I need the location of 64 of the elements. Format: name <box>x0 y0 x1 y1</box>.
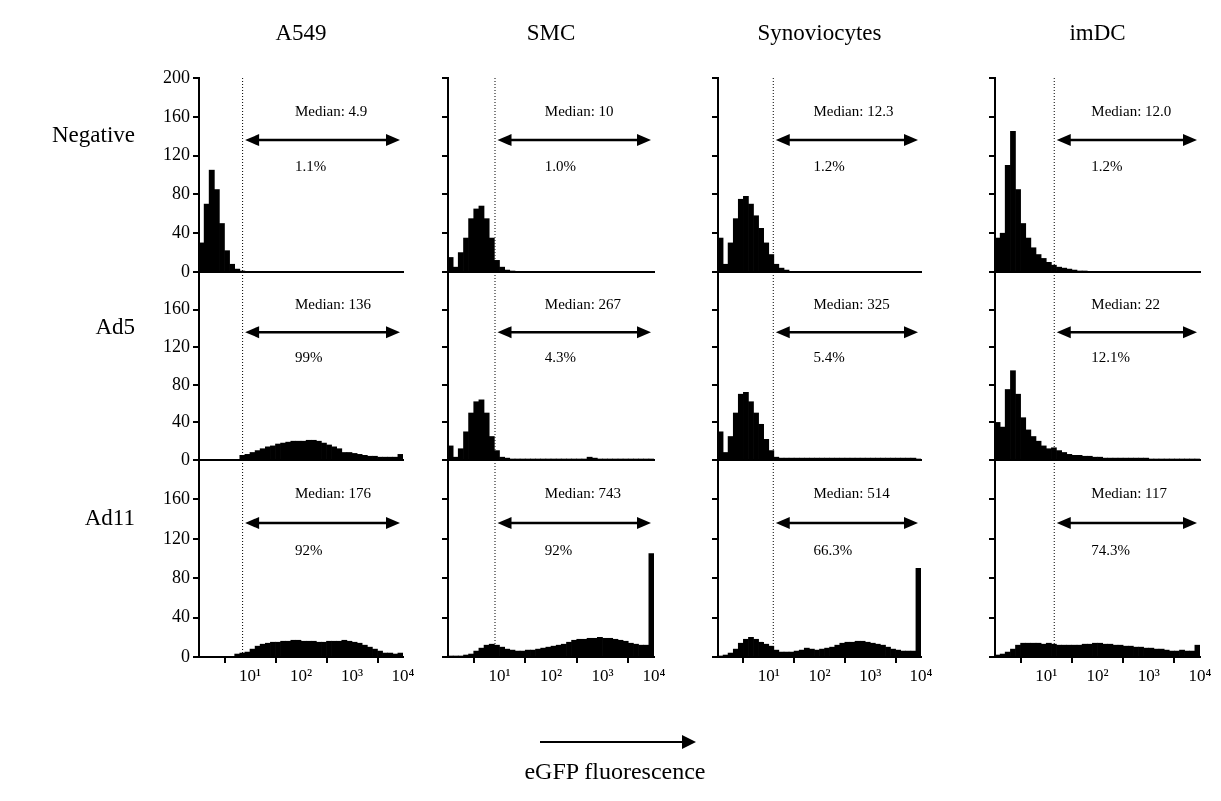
x-tick-label: 10² <box>539 665 563 685</box>
y-tick-label: 120 <box>163 335 190 356</box>
annotation: Median: 267 <box>544 295 622 312</box>
y-tick-label: 120 <box>163 144 190 165</box>
chart-title: A549 <box>275 20 327 46</box>
annotation: Median: 4.9 <box>294 102 368 119</box>
y-axis-title: Ad5 <box>95 314 135 340</box>
y-tick-label: 120 <box>163 527 190 548</box>
x-tick-label: 10² <box>1086 665 1109 685</box>
x-tick-label: 10⁴ <box>1188 665 1212 685</box>
annotation: 66.3% <box>813 541 853 558</box>
annotation: 1.2% <box>813 158 845 175</box>
chart-title: imDC <box>1069 20 1126 46</box>
x-tick-label: 10¹ <box>488 665 511 685</box>
x-tick-label: 10¹ <box>757 665 780 685</box>
annotation: Median: 10 <box>544 102 614 119</box>
y-tick-label: 40 <box>172 606 190 627</box>
annotation: 1.2% <box>1091 158 1123 175</box>
annotation: Median: 12.3 <box>813 102 894 119</box>
chart-title: Synoviocytes <box>757 20 882 46</box>
annotation: 12.1% <box>1091 349 1131 366</box>
x-tick-label: 10³ <box>591 665 614 685</box>
chart-title: SMC <box>526 20 576 46</box>
annotation: Median: 22 <box>1091 295 1161 312</box>
annotation: 99% <box>294 349 323 366</box>
y-tick-label: 160 <box>163 488 190 509</box>
y-tick-label: 0 <box>181 260 190 281</box>
annotation: 92% <box>294 541 323 558</box>
x-tick-label: 10¹ <box>238 665 262 685</box>
y-tick-label: 80 <box>172 373 190 394</box>
x-tick-label: 10³ <box>1137 665 1160 685</box>
y-tick-label: 200 <box>163 66 190 87</box>
y-tick-label: 0 <box>181 645 190 666</box>
x-axis-title: eGFP fluorescence <box>523 758 707 785</box>
annotation: 1.0% <box>544 158 577 175</box>
annotation: Median: 12.0 <box>1091 102 1172 119</box>
x-tick-label: 10² <box>289 665 313 685</box>
annotation: 74.3% <box>1091 541 1131 558</box>
x-tick-label: 10⁴ <box>391 665 415 685</box>
annotation: Median: 117 <box>1091 485 1168 502</box>
annotation: Median: 743 <box>544 485 622 502</box>
y-tick-label: 160 <box>163 298 190 319</box>
y-tick-label: 40 <box>172 411 190 432</box>
annotation: Median: 176 <box>294 485 372 502</box>
annotation: 92% <box>544 541 573 558</box>
y-tick-label: 0 <box>181 448 190 469</box>
y-tick-label: 80 <box>172 183 190 204</box>
x-tick-label: 10⁴ <box>909 665 933 685</box>
y-tick-label: 160 <box>163 105 190 126</box>
annotation: Median: 136 <box>294 295 372 312</box>
annotation: Median: 514 <box>813 485 891 502</box>
y-axis-title: Ad11 <box>84 505 135 531</box>
x-tick-label: 10¹ <box>1035 665 1058 685</box>
y-tick-label: 40 <box>172 221 190 242</box>
x-tick-label: 10³ <box>859 665 882 685</box>
x-tick-label: 10³ <box>340 665 364 685</box>
y-axis-title: Negative <box>51 122 135 148</box>
x-tick-label: 10⁴ <box>642 665 666 685</box>
x-tick-label: 10² <box>808 665 831 685</box>
annotation: 5.4% <box>813 349 845 366</box>
annotation: Median: 325 <box>813 295 890 312</box>
y-tick-label: 80 <box>172 566 190 587</box>
annotation: 1.1% <box>294 158 327 175</box>
annotation: 4.3% <box>544 349 577 366</box>
